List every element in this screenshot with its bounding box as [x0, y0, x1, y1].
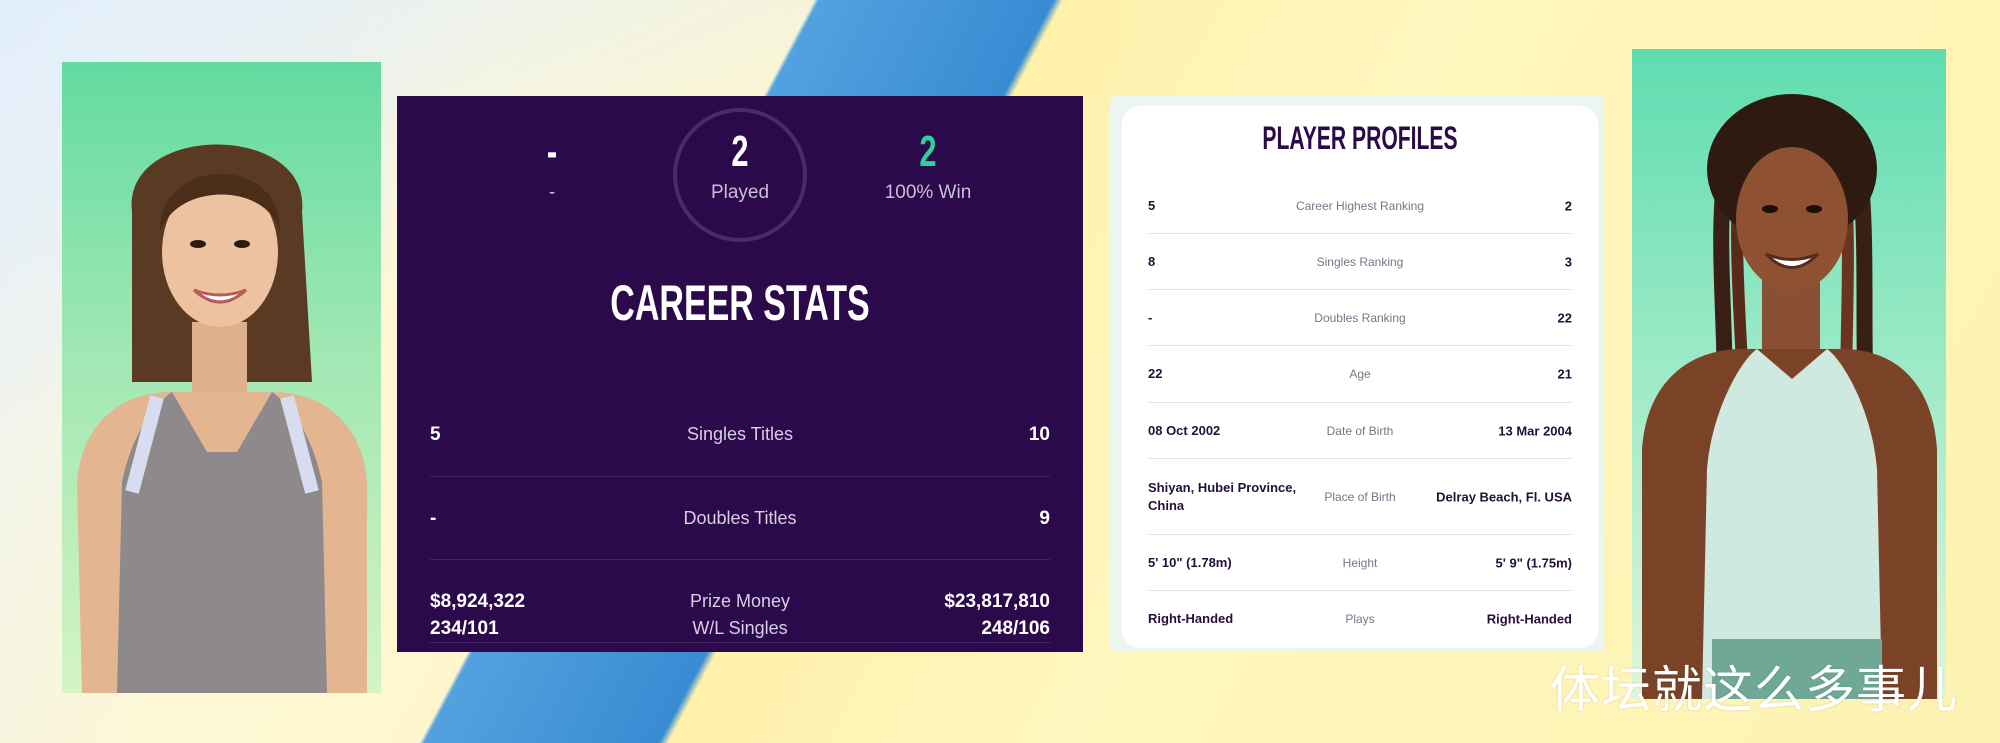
player-photo-left-icon	[77, 144, 367, 693]
stat-left-value: 5	[430, 424, 441, 445]
player-photo-right-icon	[1642, 94, 1937, 699]
stat-right-value: 9	[1039, 508, 1050, 529]
profile-left-value: Right-Handed	[1148, 611, 1234, 626]
left-wins-value: -	[546, 127, 558, 176]
profile-left-value: 5	[1148, 197, 1156, 213]
career-stats-title: CAREER STATS	[610, 275, 870, 331]
profile-right-value: Right-Handed	[1486, 611, 1572, 627]
profile-label: Date of Birth	[1326, 423, 1394, 438]
profile-left-value: -	[1148, 309, 1153, 325]
watermark-text: 体坛就这么多事儿	[1550, 661, 1958, 719]
profile-row: - Doubles Ranking 22	[1148, 290, 1572, 346]
profile-right-value: Delray Beach, Fl. USA	[1436, 489, 1572, 504]
stat-row: 234/101 W/L Singles 248/106	[430, 587, 1050, 670]
played-value: 2	[731, 127, 749, 176]
stat-left-value: $8,924,322	[430, 591, 526, 612]
profile-label: Singles Ranking	[1316, 254, 1404, 269]
profile-right-value: 3	[1564, 254, 1572, 269]
profile-row: 22 Age 21	[1148, 346, 1572, 403]
profile-left-value: 8	[1148, 253, 1156, 269]
profile-label: Height	[1342, 555, 1378, 570]
profile-left-value: 22	[1148, 366, 1163, 381]
played-label: Played	[710, 182, 770, 203]
profile-right-value: 21	[1557, 366, 1572, 382]
profile-right-value: 13 Mar 2004	[1498, 423, 1572, 438]
stat-row: $8,924,322 Prize Money $23,817,810	[430, 560, 1050, 643]
left-player-photo	[62, 62, 381, 693]
stat-left-value: -	[430, 508, 437, 529]
player-profiles-panel: PLAYER PROFILES 5 Career Highest Ranking…	[1122, 106, 1598, 648]
profile-right-value: 2	[1564, 198, 1572, 213]
stat-row: 5 Singles Titles 10	[430, 393, 1050, 477]
profile-label: Place of Birth	[1324, 489, 1396, 504]
profile-left-value: 08 Oct 2002	[1148, 422, 1221, 438]
left-win-percent: -	[548, 182, 556, 203]
head-to-head-right: 2 100% Win	[828, 126, 1028, 204]
stat-label: Doubles Titles	[683, 508, 797, 528]
profile-label: Age	[1349, 367, 1371, 381]
profile-right-value: 5' 9" (1.75m)	[1495, 555, 1572, 570]
head-to-head-left: - -	[452, 126, 652, 204]
played-ring	[673, 108, 807, 242]
right-player-photo	[1632, 49, 1946, 699]
head-to-head-played: 2 Played	[640, 126, 840, 204]
stat-right-value: 10	[1028, 424, 1050, 445]
profile-left-value: Shiyan, Hubei Province, China	[1148, 479, 1297, 513]
right-wins-value: 2	[919, 127, 937, 176]
profile-label: Plays	[1345, 612, 1375, 626]
stat-right-value: 248/106	[981, 618, 1050, 639]
profile-row: 5 Career Highest Ranking 2	[1148, 178, 1572, 234]
profile-label: Career Highest Ranking	[1295, 198, 1425, 213]
stat-label: Prize Money	[689, 591, 791, 611]
right-win-percent: 100% Win	[884, 182, 972, 203]
profile-row: Shiyan, Hubei Province, China Place of B…	[1148, 459, 1572, 535]
career-stats-panel: - - 2 Played 2 100% Win CAREER STATS 5 S…	[397, 96, 1083, 652]
profile-left-value: 5' 10" (1.78m)	[1148, 554, 1232, 570]
stat-label: W/L Singles	[692, 618, 788, 638]
profile-row: 8 Singles Ranking 3	[1148, 234, 1572, 290]
stat-row: - Doubles Titles 9	[430, 477, 1050, 560]
stat-right-value: $23,817,810	[944, 591, 1050, 612]
stat-left-value: 234/101	[430, 618, 499, 639]
profile-row: Right-Handed Plays Right-Handed	[1148, 591, 1572, 647]
profile-row: 5' 10" (1.78m) Height 5' 9" (1.75m)	[1148, 535, 1572, 591]
stat-label: Singles Titles	[686, 424, 794, 444]
profile-label: Doubles Ranking	[1314, 310, 1406, 325]
player-profiles-title: PLAYER PROFILES	[1262, 120, 1458, 156]
profile-row: 08 Oct 2002 Date of Birth 13 Mar 2004	[1148, 403, 1572, 459]
profile-right-value: 22	[1557, 310, 1572, 325]
